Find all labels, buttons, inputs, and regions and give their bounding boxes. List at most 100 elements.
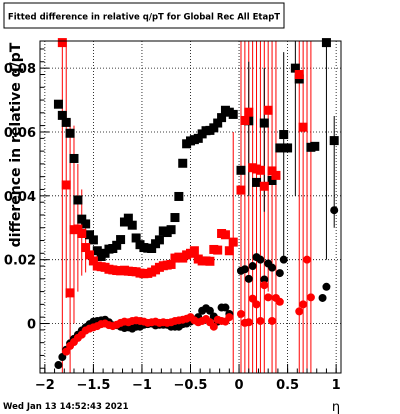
data-point-square bbox=[271, 170, 281, 180]
data-point-square bbox=[283, 143, 293, 153]
data-point-square bbox=[154, 235, 164, 245]
data-point-square bbox=[166, 225, 176, 235]
data-point-circle bbox=[205, 306, 214, 315]
data-point-circle bbox=[244, 274, 253, 283]
data-point-square bbox=[290, 63, 300, 73]
data-point-square bbox=[189, 246, 199, 256]
data-point-square bbox=[61, 180, 71, 190]
data-point-square bbox=[92, 246, 102, 256]
data-point-square bbox=[259, 181, 269, 191]
data-point-square bbox=[174, 191, 184, 201]
data-point-square bbox=[205, 256, 215, 266]
data-point-circle bbox=[221, 303, 230, 312]
data-point-square bbox=[228, 109, 238, 119]
data-point-square bbox=[69, 153, 79, 163]
data-point-square bbox=[259, 118, 269, 128]
data-point-square bbox=[73, 195, 83, 205]
data-point-square bbox=[57, 110, 67, 120]
data-point-square bbox=[329, 136, 339, 146]
data-point-square bbox=[85, 250, 95, 260]
data-point-circle bbox=[275, 269, 284, 278]
data-point-square bbox=[220, 230, 230, 240]
data-point-square bbox=[170, 213, 180, 223]
data-point-circle bbox=[299, 300, 308, 309]
data-point-circle bbox=[318, 293, 327, 302]
data-point-square bbox=[263, 105, 273, 115]
data-point-square bbox=[224, 246, 234, 256]
data-point-square bbox=[65, 128, 75, 138]
data-point-circle bbox=[306, 293, 315, 302]
data-point-circle bbox=[275, 297, 284, 306]
data-point-circle bbox=[330, 206, 339, 215]
data-point-square bbox=[209, 123, 219, 133]
data-point-circle bbox=[303, 255, 312, 264]
data-point-circle bbox=[248, 262, 257, 271]
data-point-square bbox=[240, 115, 250, 125]
tick-labels: −2 −1.5 −1 −0.5 0 0.5 1 0 0.02 0.04 0.06 0.08 bbox=[4, 62, 341, 393]
data-point-square bbox=[321, 38, 331, 48]
data-point-circle bbox=[268, 316, 277, 325]
data-point-circle bbox=[279, 255, 288, 264]
data-point-square bbox=[131, 233, 141, 243]
data-point-square bbox=[279, 130, 289, 140]
data-point-circle bbox=[295, 307, 304, 316]
chart-title: Fitted difference in relative q/pT for G… bbox=[8, 13, 280, 23]
y-tick-label: 0.04 bbox=[4, 190, 36, 205]
data-point-square bbox=[244, 107, 254, 117]
data-point-circle bbox=[54, 361, 63, 370]
data-point-circle bbox=[248, 294, 257, 303]
y-tick-label: 0 bbox=[27, 318, 36, 333]
data-point-circle bbox=[244, 318, 253, 327]
data-point-square bbox=[178, 158, 188, 168]
timestamp-footer: Wed Jan 13 14:52:43 2021 bbox=[3, 402, 129, 412]
x-tick-label: −1.5 bbox=[76, 378, 110, 393]
data-point-square bbox=[298, 122, 308, 132]
y-tick-label: 0.08 bbox=[4, 62, 36, 77]
data-point-square bbox=[236, 185, 246, 195]
x-tick-label: −0.5 bbox=[174, 378, 208, 393]
x-tick-label: 1 bbox=[332, 378, 341, 393]
data-point-square bbox=[294, 70, 304, 80]
data-point-square bbox=[255, 165, 265, 175]
data-point-circle bbox=[256, 255, 265, 264]
x-tick-label: 0 bbox=[235, 378, 244, 393]
data-point-square bbox=[81, 219, 91, 229]
data-points bbox=[53, 38, 339, 370]
data-point-square bbox=[127, 220, 137, 230]
data-point-circle bbox=[256, 316, 265, 325]
data-point-circle bbox=[209, 322, 218, 331]
data-point-circle bbox=[260, 275, 269, 284]
data-point-square bbox=[310, 141, 320, 151]
data-point-square bbox=[252, 177, 262, 187]
data-point-square bbox=[236, 165, 246, 175]
data-point-square bbox=[267, 176, 277, 186]
data-point-square bbox=[85, 230, 95, 240]
data-point-circle bbox=[322, 282, 331, 291]
data-point-square bbox=[213, 118, 223, 128]
data-point-square bbox=[112, 240, 122, 250]
chart-title-box: Fitted difference in relative q/pT for G… bbox=[3, 2, 285, 29]
x-tick-label: −1 bbox=[132, 378, 152, 393]
data-point-square bbox=[116, 235, 126, 245]
axis-ticks bbox=[40, 48, 337, 373]
data-point-square bbox=[213, 245, 223, 255]
data-point-circle bbox=[264, 293, 273, 302]
data-point-square bbox=[217, 113, 227, 123]
data-point-square bbox=[147, 244, 157, 253]
data-point-square bbox=[275, 143, 285, 153]
data-point-square bbox=[65, 288, 75, 298]
data-point-square bbox=[123, 213, 133, 223]
data-point-circle bbox=[252, 300, 261, 309]
x-tick-label: −2 bbox=[35, 378, 55, 393]
data-point-square bbox=[228, 237, 238, 247]
data-point-square bbox=[61, 117, 71, 127]
data-point-circle bbox=[260, 281, 269, 290]
y-tick-label: 0.02 bbox=[4, 254, 36, 269]
data-point-circle bbox=[62, 347, 71, 356]
data-point-square bbox=[88, 256, 98, 266]
error-bars bbox=[61, 41, 335, 373]
data-point-circle bbox=[236, 309, 245, 318]
data-point-square bbox=[57, 38, 67, 48]
data-point-square bbox=[53, 99, 63, 109]
